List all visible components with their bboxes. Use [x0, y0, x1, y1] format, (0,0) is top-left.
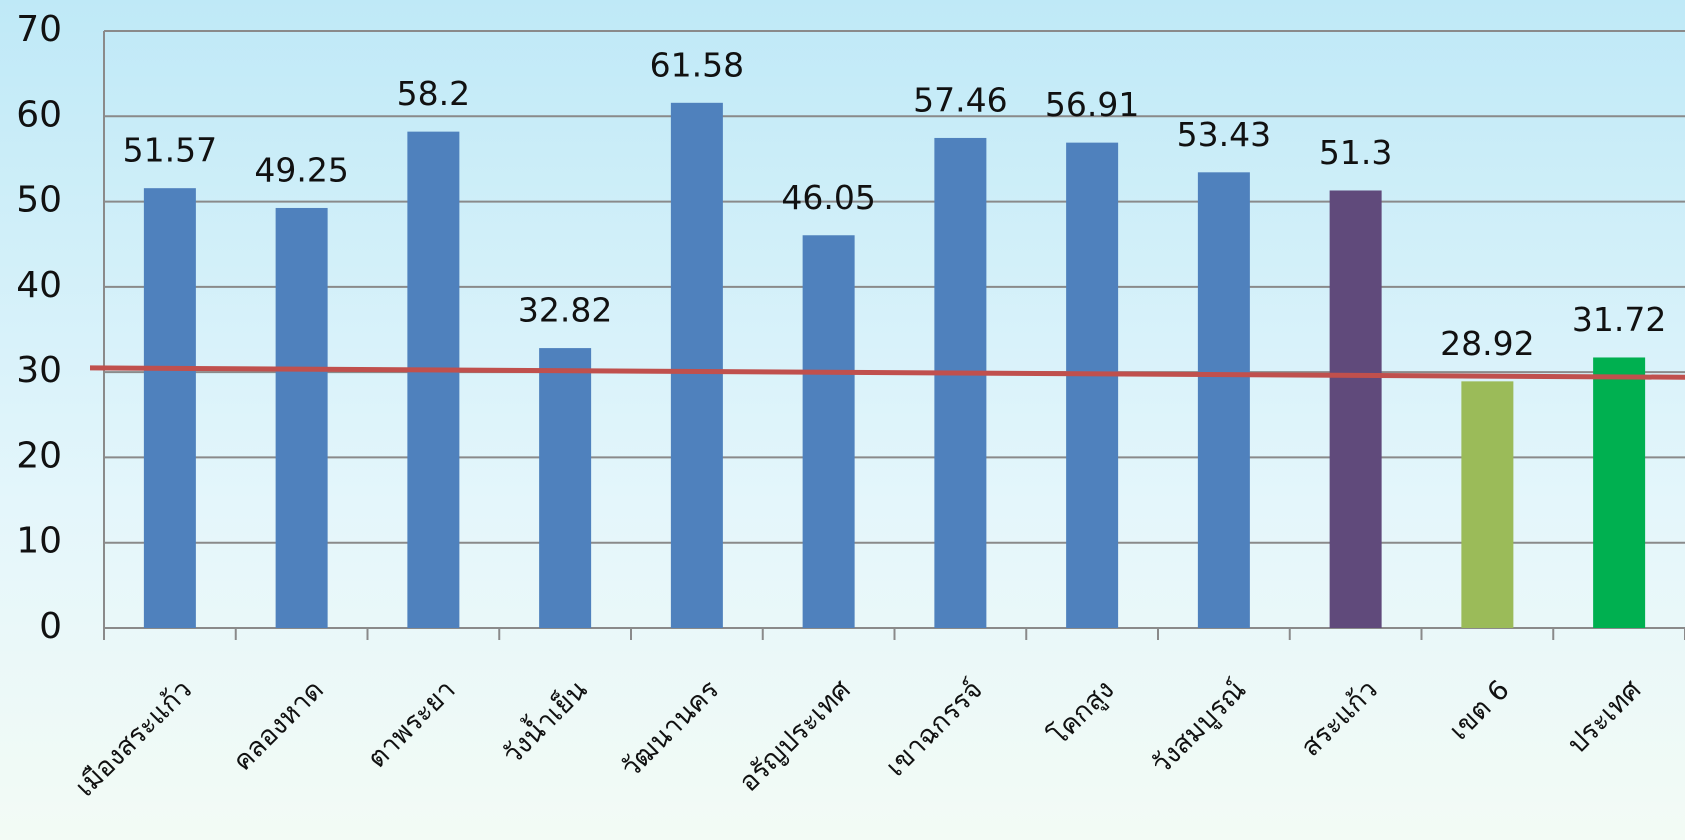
value-label: 28.92 — [1440, 324, 1534, 363]
bar — [144, 188, 196, 628]
bar — [934, 138, 986, 628]
bar — [803, 235, 855, 628]
y-tick-label: 20 — [16, 435, 62, 476]
bar — [1198, 172, 1250, 628]
y-tick-label: 0 — [39, 606, 62, 647]
bar — [1593, 357, 1645, 628]
y-tick-label: 40 — [16, 265, 62, 306]
y-tick-label: 70 — [16, 9, 62, 50]
bar — [276, 208, 328, 628]
value-label: 61.58 — [650, 45, 744, 84]
y-tick-label: 10 — [16, 521, 62, 562]
bar — [671, 103, 723, 628]
y-tick-label: 60 — [16, 94, 62, 135]
bar — [1330, 190, 1382, 628]
y-tick-label: 30 — [16, 350, 62, 391]
value-label: 58.2 — [397, 74, 470, 113]
value-label: 53.43 — [1177, 115, 1271, 154]
value-label: 51.57 — [123, 131, 217, 170]
value-label: 56.91 — [1045, 85, 1139, 124]
chart: 01020304050607051.57เมืองสระแก้ว49.25คลอ… — [0, 0, 1685, 840]
value-label: 51.3 — [1319, 133, 1392, 172]
value-label: 57.46 — [913, 80, 1007, 119]
value-label: 31.72 — [1572, 300, 1666, 339]
y-tick-label: 50 — [16, 180, 62, 221]
bar — [539, 348, 591, 628]
value-label: 32.82 — [518, 291, 612, 330]
bar — [407, 132, 459, 628]
value-label: 46.05 — [781, 178, 875, 217]
bar — [1066, 143, 1118, 628]
page: 01020304050607051.57เมืองสระแก้ว49.25คลอ… — [0, 0, 1685, 840]
bar — [1461, 381, 1513, 628]
value-label: 49.25 — [254, 150, 348, 189]
